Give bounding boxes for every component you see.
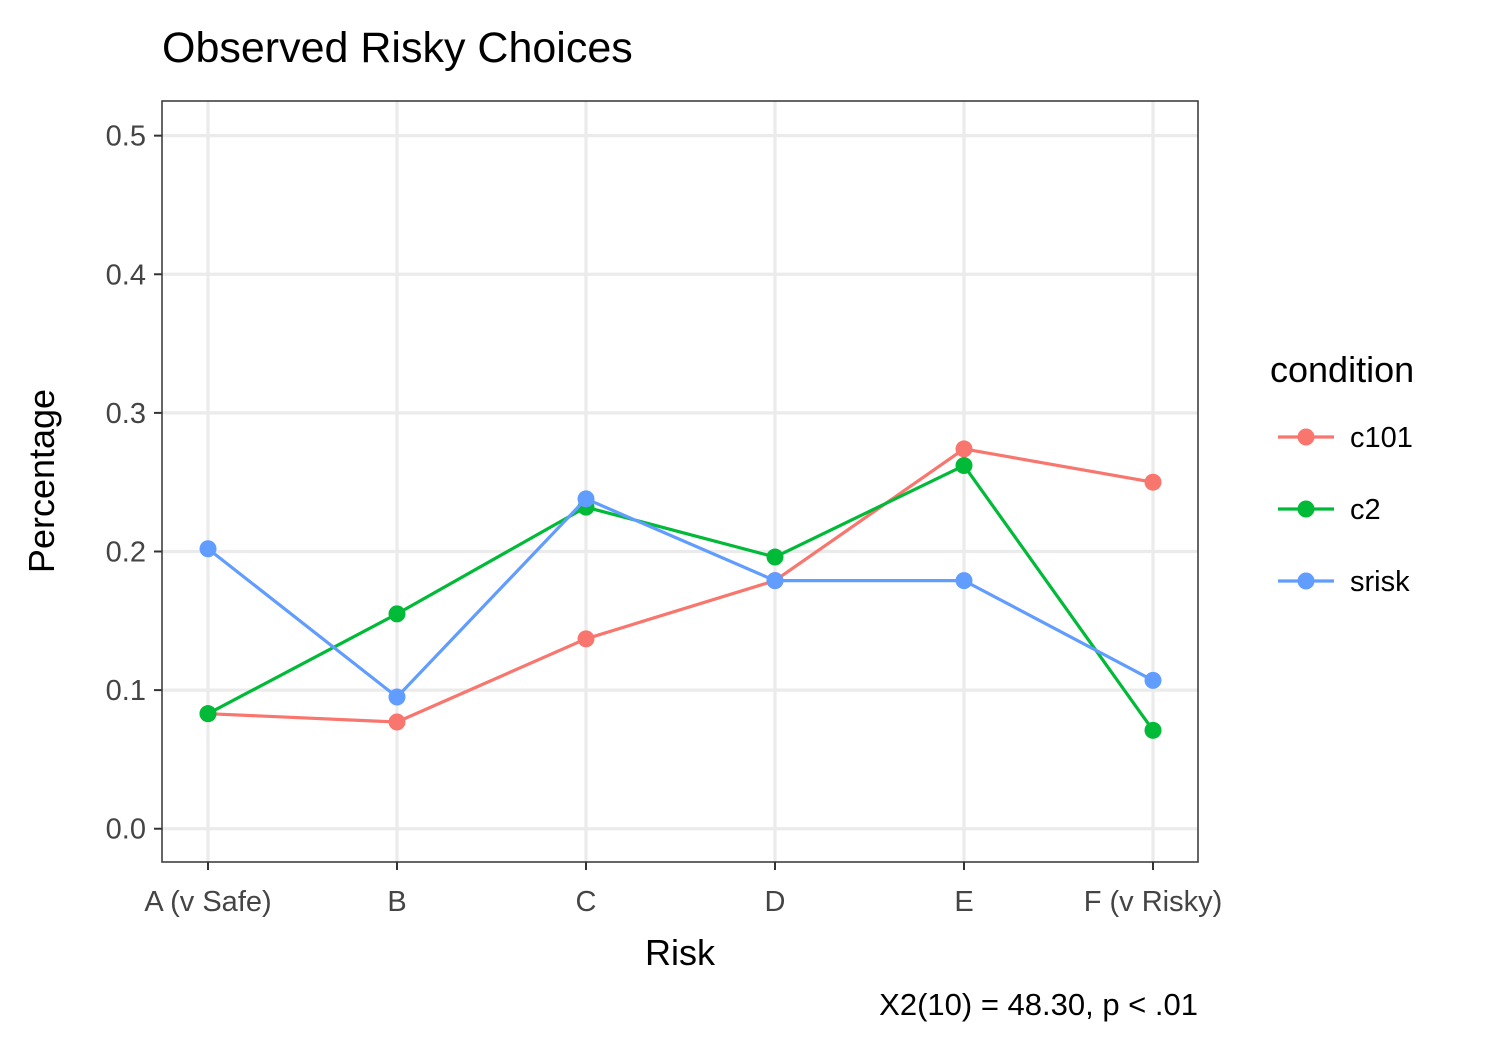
x-tick-label: C bbox=[576, 886, 597, 918]
legend-label: c2 bbox=[1350, 494, 1381, 526]
series-srisk bbox=[199, 490, 1162, 706]
data-point-c101 bbox=[1144, 473, 1162, 491]
y-tick-label: 0.5 bbox=[106, 121, 146, 153]
x-tick-label: E bbox=[954, 886, 973, 918]
chart-caption: X2(10) = 48.30, p < .01 bbox=[879, 987, 1198, 1022]
x-tick-label: F (v Risky) bbox=[1084, 886, 1223, 918]
plot-panel bbox=[162, 101, 1198, 862]
x-tick-label: A (v Safe) bbox=[144, 886, 271, 918]
data-point-c2 bbox=[1144, 721, 1162, 739]
plot-border bbox=[161, 100, 1199, 863]
x-axis-title: Risk bbox=[645, 932, 716, 973]
data-point-c101 bbox=[388, 713, 406, 731]
chart-title: Observed Risky Choices bbox=[162, 24, 633, 72]
y-tick-label: 0.4 bbox=[106, 259, 146, 291]
data-point-srisk bbox=[577, 490, 595, 508]
data-point-srisk bbox=[388, 688, 406, 706]
legend-item-c2: c2 bbox=[1278, 494, 1381, 526]
y-tick-label: 0.1 bbox=[106, 675, 146, 707]
legend: c101 c2 srisk bbox=[1278, 422, 1413, 598]
y-gridlines bbox=[162, 134, 1198, 831]
data-point-srisk bbox=[766, 572, 784, 590]
data-point-srisk bbox=[1144, 671, 1162, 689]
legend-label: c101 bbox=[1350, 422, 1413, 454]
legend-item-srisk: srisk bbox=[1278, 566, 1410, 598]
y-tick-label: 0.0 bbox=[106, 814, 146, 846]
legend-title: condition bbox=[1270, 349, 1414, 390]
legend-item-c101: c101 bbox=[1278, 422, 1413, 454]
series-line-c2 bbox=[207, 463, 1155, 732]
legend-label: srisk bbox=[1350, 566, 1410, 598]
legend-key-point bbox=[1297, 428, 1315, 446]
data-point-c101 bbox=[955, 440, 973, 458]
y-axis-title: Percentage bbox=[21, 389, 62, 573]
data-point-c101 bbox=[577, 630, 595, 648]
y-tick-label: 0.2 bbox=[106, 537, 146, 569]
data-point-srisk bbox=[199, 540, 217, 558]
data-point-c2 bbox=[766, 548, 784, 566]
data-point-srisk bbox=[955, 572, 973, 590]
legend-key-point bbox=[1297, 572, 1315, 590]
series-line-c101 bbox=[207, 447, 1154, 724]
y-axis: 0.0 0.1 0.2 0.3 0.4 0.5 bbox=[106, 121, 162, 846]
x-tick-label: D bbox=[765, 886, 786, 918]
x-tick-label: B bbox=[387, 886, 406, 918]
series-layer bbox=[199, 440, 1162, 739]
data-point-c2 bbox=[955, 457, 973, 475]
y-tick-label: 0.3 bbox=[106, 398, 146, 430]
data-point-c2 bbox=[199, 705, 217, 723]
series-line-srisk bbox=[207, 497, 1154, 699]
data-point-c2 bbox=[388, 605, 406, 623]
legend-key-point bbox=[1297, 500, 1315, 518]
x-axis: A (v Safe) B C D E F (v Risky) bbox=[144, 862, 1222, 918]
series-c2 bbox=[199, 457, 1162, 739]
